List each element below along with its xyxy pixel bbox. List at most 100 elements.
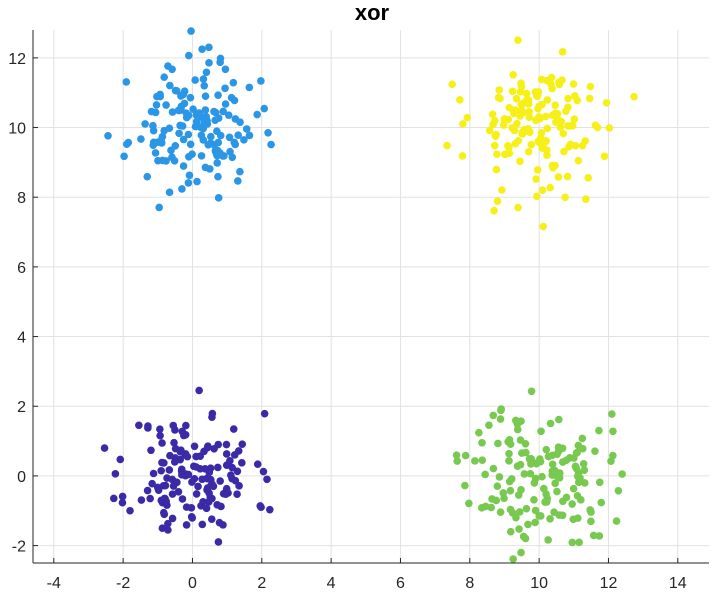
scatter-point-cluster-1	[230, 451, 239, 459]
x-tick-label: 10	[530, 575, 548, 592]
scatter-point-cluster-2	[236, 167, 244, 176]
scatter-point-cluster-3	[489, 411, 498, 420]
scatter-point-cluster-3	[509, 555, 517, 563]
scatter-point-cluster-2	[226, 147, 234, 156]
scatter-point-cluster-3	[496, 508, 505, 516]
scatter-point-cluster-3	[537, 427, 545, 436]
scatter-point-cluster-3	[492, 496, 501, 505]
scatter-point-cluster-2	[120, 152, 128, 161]
scatter-point-cluster-2	[253, 110, 261, 119]
scatter-point-cluster-3	[579, 459, 588, 468]
scatter-point-cluster-1	[160, 459, 168, 467]
scatter-point-cluster-2	[214, 138, 223, 147]
axes	[32, 30, 709, 564]
scatter-point-cluster-1	[219, 521, 227, 529]
scatter-point-cluster-4	[493, 197, 502, 205]
scatter-point-cluster-2	[160, 73, 168, 81]
scatter-point-cluster-4	[501, 150, 509, 159]
scatter-point-cluster-4	[448, 80, 456, 89]
scatter-point-cluster-3	[477, 504, 486, 512]
scatter-point-cluster-2	[231, 140, 239, 149]
scatter-point-cluster-2	[199, 75, 208, 83]
scatter-point-cluster-1	[233, 490, 241, 498]
y-tick-label: 4	[17, 330, 26, 347]
scatter-point-cluster-2	[149, 126, 158, 135]
scatter-point-cluster-2	[234, 177, 242, 185]
y-tick-label: 2	[17, 399, 26, 416]
scatter-point-cluster-1	[210, 444, 218, 453]
scatter-point-cluster-1	[109, 494, 118, 503]
scatter-point-cluster-3	[571, 462, 580, 471]
scatter-point-cluster-3	[515, 508, 524, 516]
scatter-point-cluster-1	[169, 482, 178, 490]
scatter-point-cluster-2	[122, 78, 131, 86]
scatter-point-cluster-4	[516, 88, 525, 96]
scatter-point-cluster-2	[220, 152, 228, 160]
scatter-point-cluster-3	[517, 485, 525, 494]
scatter-point-cluster-3	[568, 500, 576, 508]
scatter-point-cluster-1	[149, 469, 158, 478]
scatter-point-cluster-4	[538, 186, 547, 195]
y-tick-label: 10	[8, 121, 26, 138]
scatter-point-cluster-3	[506, 505, 515, 514]
scatter-point-cluster-4	[585, 94, 594, 103]
scatter-point-cluster-1	[182, 521, 191, 529]
scatter-point-cluster-1	[157, 466, 165, 475]
scatter-point-cluster-2	[224, 111, 233, 119]
scatter-point-cluster-2	[225, 133, 234, 142]
scatter-point-cluster-2	[234, 131, 242, 139]
scatter-point-cluster-1	[216, 477, 224, 485]
scatter-point-cluster-2	[149, 138, 158, 147]
scatter-point-cluster-2	[175, 129, 183, 138]
scatter-point-cluster-3	[609, 451, 617, 460]
scatter-point-cluster-1	[190, 442, 199, 451]
scatter-point-cluster-2	[245, 83, 254, 92]
y-axis-ticks: -2 0 2 4 6 8 10 12	[8, 51, 38, 556]
scatter-point-cluster-2	[257, 77, 265, 85]
scatter-point-cluster-1	[238, 440, 247, 449]
scatter-point-cluster-1	[174, 487, 183, 496]
scatter-point-cluster-3	[595, 478, 604, 487]
scatter-point-cluster-3	[507, 475, 516, 483]
scatter-point-cluster-3	[544, 536, 552, 544]
scatter-point-cluster-4	[514, 203, 522, 212]
scatter-point-cluster-4	[533, 90, 542, 99]
scatter-point-cluster-2	[245, 131, 254, 140]
scatter-point-cluster-3	[569, 484, 578, 493]
scatter-point-cluster-2	[179, 90, 188, 99]
scatter-point-cluster-1	[190, 474, 199, 483]
scatter-point-cluster-4	[505, 143, 513, 152]
scatter-point-cluster-3	[530, 479, 539, 487]
scatter-point-cluster-4	[582, 195, 590, 203]
scatter-point-cluster-1	[260, 409, 269, 418]
scatter-point-cluster-4	[513, 119, 521, 128]
scatter-point-cluster-3	[542, 445, 551, 454]
scatter-point-cluster-3	[580, 466, 589, 475]
scatter-point-cluster-2	[197, 152, 206, 160]
scatter-point-cluster-1	[178, 495, 187, 503]
scatter-point-cluster-4	[532, 116, 540, 125]
scatter-point-cluster-3	[526, 469, 535, 478]
scatter-point-cluster-1	[158, 524, 167, 532]
scatter-point-cluster-4	[516, 157, 524, 166]
scatter-point-cluster-3	[595, 426, 603, 435]
y-tick-label: 8	[17, 190, 26, 207]
scatter-point-cluster-1	[168, 514, 177, 523]
scatter-point-cluster-2	[151, 149, 160, 157]
scatter-point-cluster-4	[518, 128, 526, 137]
scatter-point-cluster-3	[573, 491, 582, 500]
scatter-point-cluster-1	[228, 463, 237, 472]
scatter-point-cluster-2	[167, 146, 175, 155]
scatter-point-cluster-1	[164, 519, 172, 528]
scatter-point-cluster-1	[154, 486, 163, 494]
chart-title: xor	[355, 0, 390, 25]
scatter-point-cluster-4	[536, 134, 545, 142]
scatter-point-cluster-4	[519, 99, 527, 108]
scatter-point-cluster-4	[517, 79, 525, 87]
scatter-point-cluster-2	[184, 130, 193, 139]
scatter-point-cluster-4	[493, 150, 501, 159]
y-tick-label: -2	[12, 539, 26, 556]
scatter-point-cluster-1	[189, 462, 198, 471]
scatter-point-cluster-2	[143, 172, 152, 181]
scatter-point-cluster-3	[513, 425, 522, 434]
